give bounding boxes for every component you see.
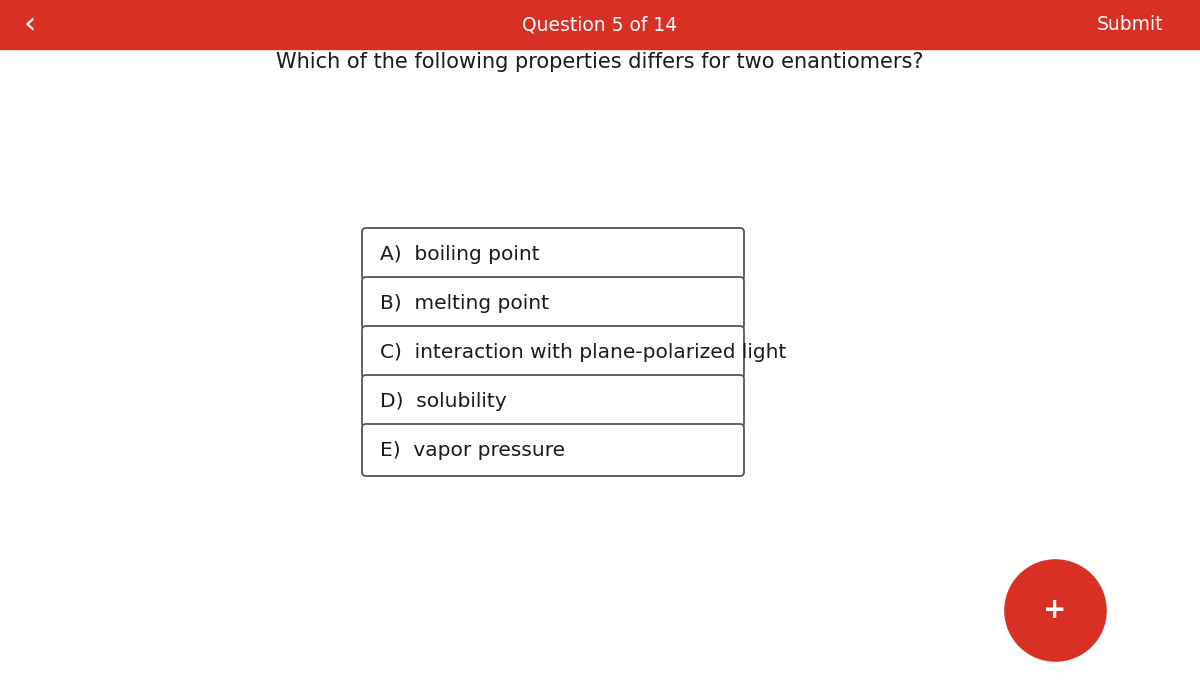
FancyBboxPatch shape bbox=[362, 228, 744, 280]
Text: B)  melting point: B) melting point bbox=[380, 293, 550, 312]
FancyBboxPatch shape bbox=[362, 326, 744, 378]
Circle shape bbox=[1025, 580, 1085, 640]
FancyBboxPatch shape bbox=[362, 424, 744, 476]
Text: E)  vapor pressure: E) vapor pressure bbox=[380, 440, 565, 460]
Text: Submit: Submit bbox=[1097, 15, 1163, 34]
Text: Question 5 of 14: Question 5 of 14 bbox=[522, 15, 678, 34]
Text: C)  interaction with plane-polarized light: C) interaction with plane-polarized ligh… bbox=[380, 342, 786, 362]
FancyBboxPatch shape bbox=[362, 375, 744, 427]
Text: D)  solubility: D) solubility bbox=[380, 392, 506, 410]
Text: ‹: ‹ bbox=[24, 10, 36, 39]
Bar bbox=[0, 0, 1200, 49]
Text: +: + bbox=[1043, 596, 1067, 624]
FancyBboxPatch shape bbox=[362, 277, 744, 329]
Point bbox=[1045, 605, 1064, 616]
Text: Which of the following properties differs for two enantiomers?: Which of the following properties differ… bbox=[276, 52, 924, 72]
Text: A)  boiling point: A) boiling point bbox=[380, 245, 540, 264]
